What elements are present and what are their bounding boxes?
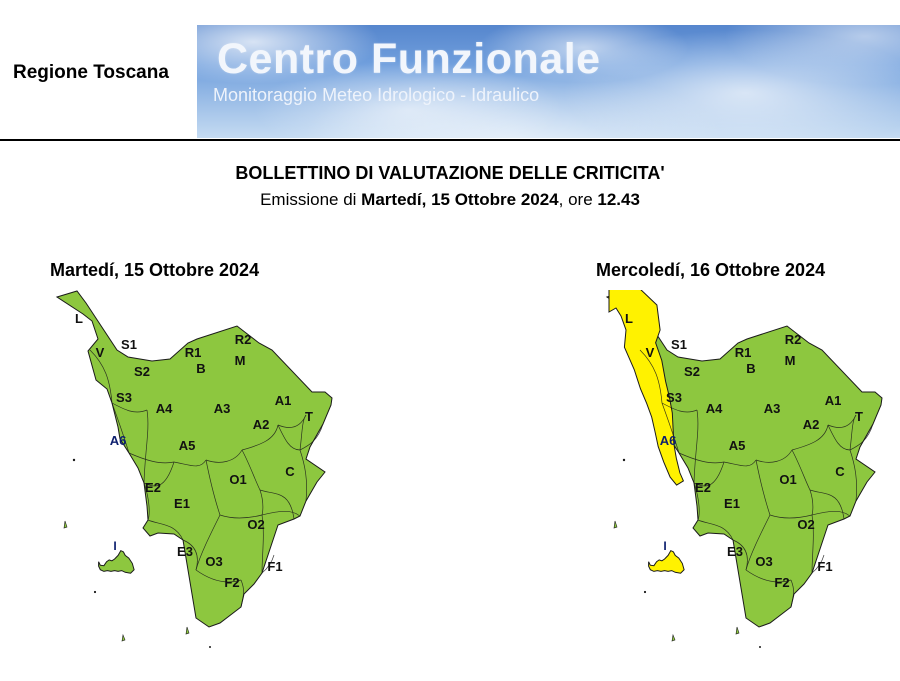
svg-text:I: I <box>663 539 666 553</box>
svg-text:T: T <box>305 409 313 424</box>
svg-text:I: I <box>113 539 116 553</box>
svg-text:A4: A4 <box>156 401 173 416</box>
svg-text:R1: R1 <box>735 345 752 360</box>
svg-text:E2: E2 <box>145 480 161 495</box>
svg-text:F1: F1 <box>817 559 832 574</box>
svg-text:C: C <box>285 464 295 479</box>
svg-text:A1: A1 <box>275 393 292 408</box>
svg-text:F1: F1 <box>267 559 282 574</box>
svg-text:L: L <box>625 311 633 326</box>
svg-text:O2: O2 <box>797 517 814 532</box>
svg-text:O2: O2 <box>247 517 264 532</box>
svg-text:R1: R1 <box>185 345 202 360</box>
svg-text:A5: A5 <box>729 438 746 453</box>
svg-text:S2: S2 <box>684 364 700 379</box>
svg-text:F2: F2 <box>224 575 239 590</box>
svg-text:E3: E3 <box>727 544 743 559</box>
svg-text:S2: S2 <box>134 364 150 379</box>
svg-text:C: C <box>835 464 845 479</box>
svg-text:A3: A3 <box>764 401 781 416</box>
svg-text:E2: E2 <box>695 480 711 495</box>
svg-text:O3: O3 <box>755 554 772 569</box>
svg-text:V: V <box>96 345 105 360</box>
svg-text:O1: O1 <box>779 472 796 487</box>
svg-text:R2: R2 <box>785 332 802 347</box>
svg-text:E1: E1 <box>724 496 740 511</box>
svg-text:M: M <box>785 353 796 368</box>
svg-text:A6: A6 <box>660 433 677 448</box>
svg-text:O3: O3 <box>205 554 222 569</box>
svg-text:L: L <box>75 311 83 326</box>
svg-text:T: T <box>855 409 863 424</box>
svg-text:A6: A6 <box>110 433 127 448</box>
svg-text:O1: O1 <box>229 472 246 487</box>
svg-text:A4: A4 <box>706 401 723 416</box>
svg-text:F2: F2 <box>774 575 789 590</box>
svg-text:E1: E1 <box>174 496 190 511</box>
svg-text:S1: S1 <box>671 337 687 352</box>
svg-text:A1: A1 <box>825 393 842 408</box>
svg-text:S3: S3 <box>666 390 682 405</box>
svg-text:V: V <box>646 345 655 360</box>
svg-text:A5: A5 <box>179 438 196 453</box>
svg-text:M: M <box>235 353 246 368</box>
svg-text:A2: A2 <box>253 417 270 432</box>
svg-text:S3: S3 <box>116 390 132 405</box>
svg-text:A3: A3 <box>214 401 231 416</box>
svg-text:E3: E3 <box>177 544 193 559</box>
svg-text:B: B <box>746 361 755 376</box>
svg-text:S1: S1 <box>121 337 137 352</box>
svg-text:B: B <box>196 361 205 376</box>
svg-text:R2: R2 <box>235 332 252 347</box>
svg-text:A2: A2 <box>803 417 820 432</box>
